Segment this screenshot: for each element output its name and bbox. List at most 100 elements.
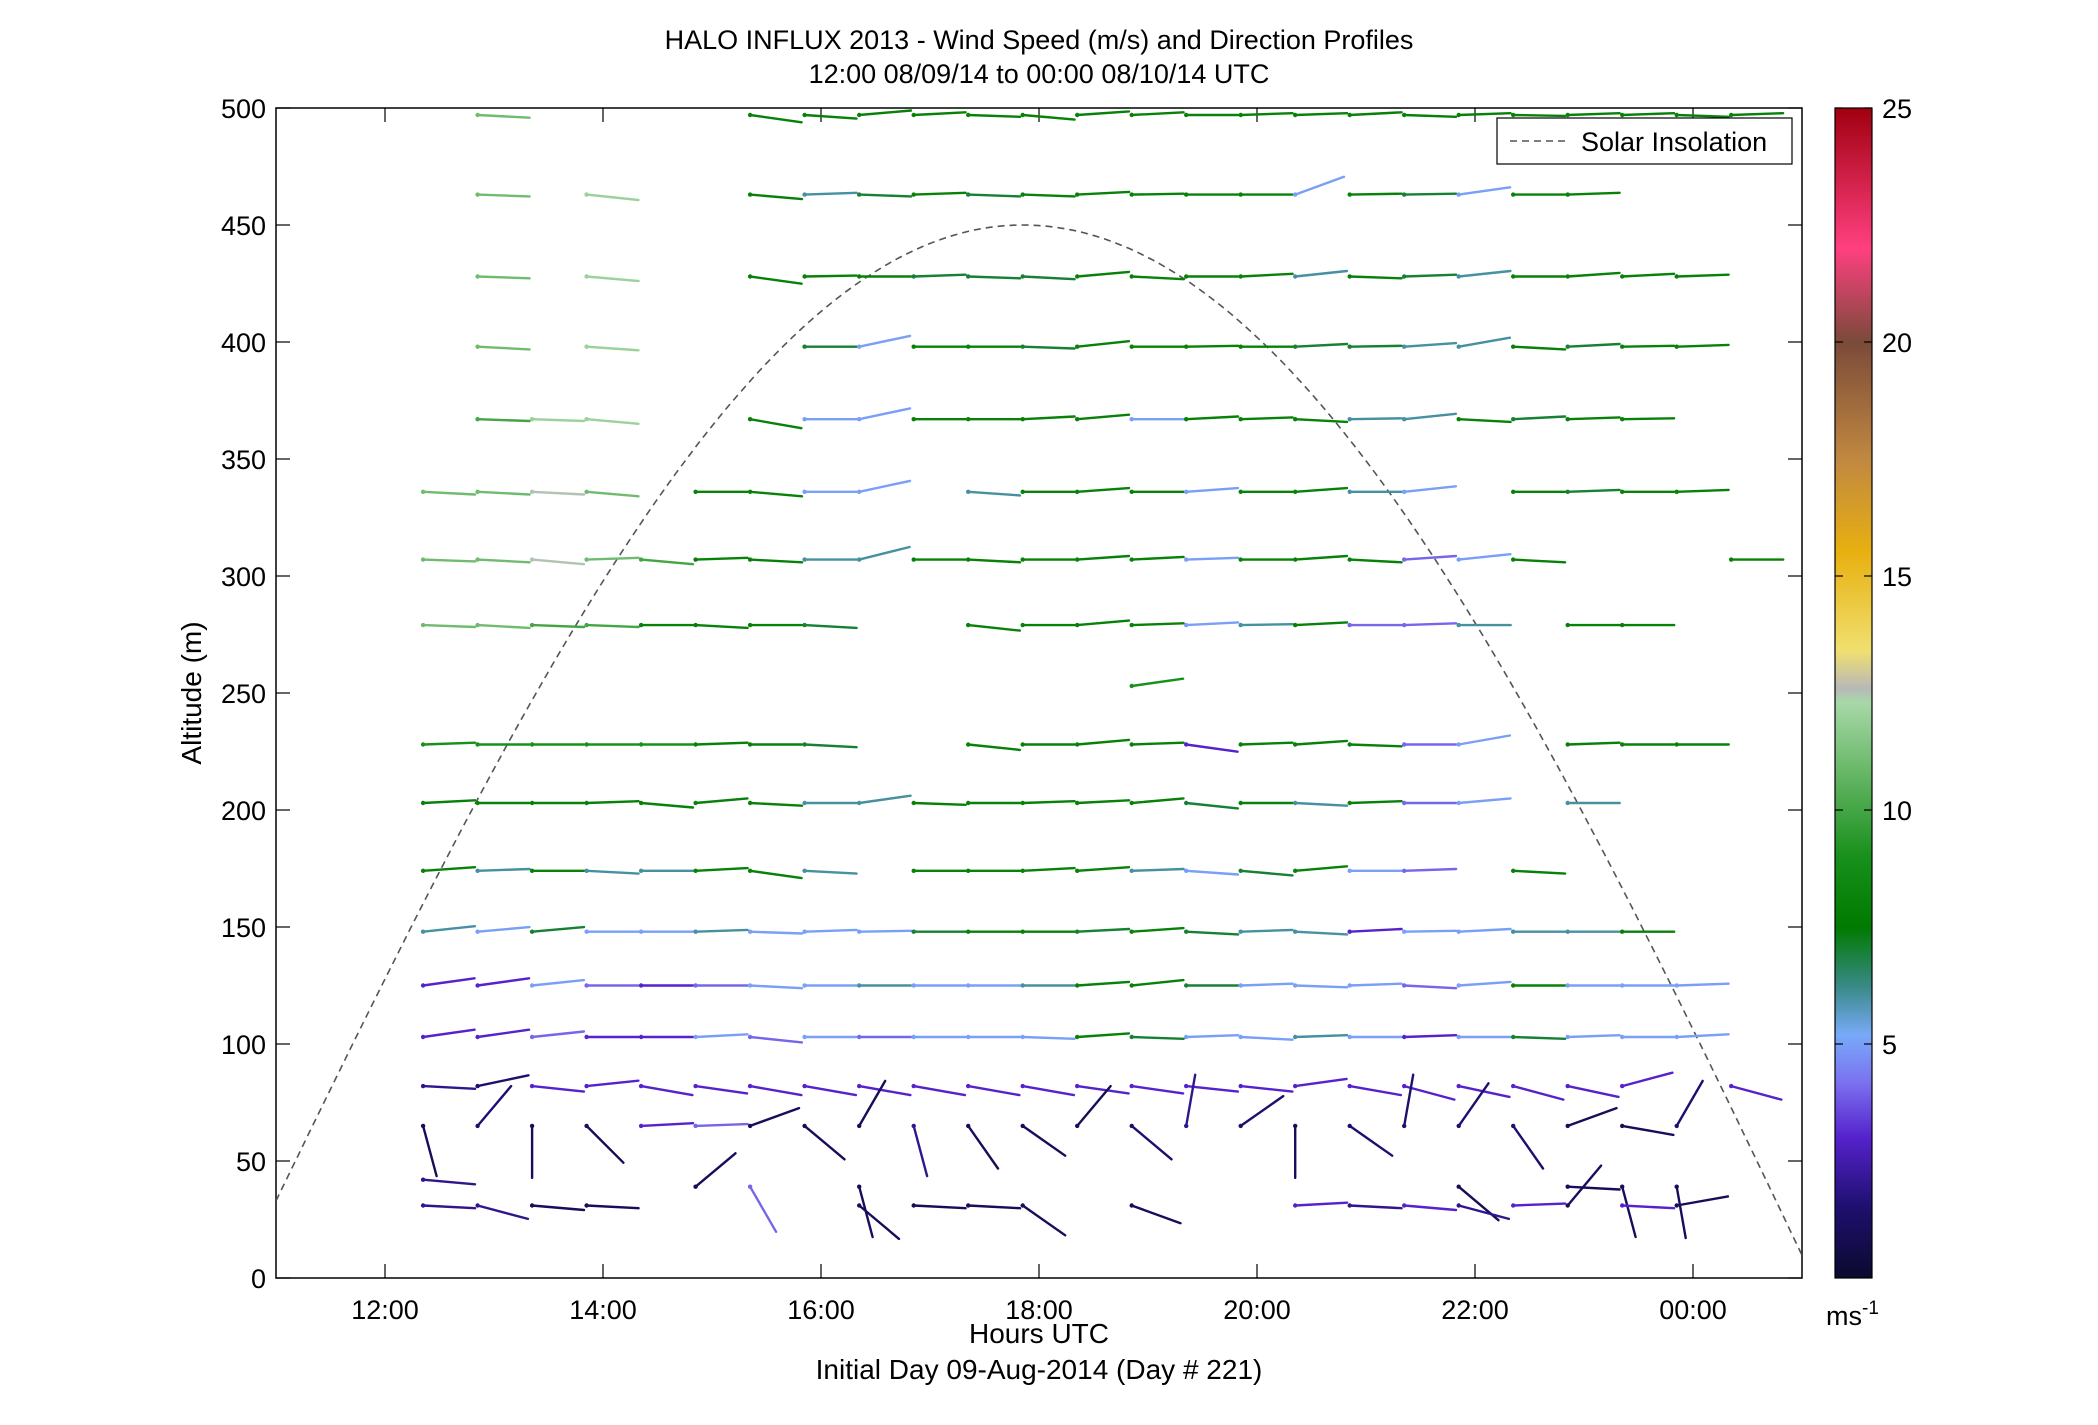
wind-vector: [476, 1074, 530, 1088]
wind-vector-origin: [747, 1083, 753, 1089]
wind-vector-origin: [1020, 112, 1025, 118]
wind-vector: [1457, 797, 1512, 805]
wind-vector-origin: [1456, 192, 1461, 197]
wind-vector-origin: [475, 274, 480, 279]
wind-vector: [476, 1028, 531, 1039]
wind-vector: [1130, 555, 1185, 561]
wind-vector-origin: [1184, 983, 1189, 988]
wind-vector-origin: [1565, 742, 1570, 747]
legend-entry-solar: Solar Insolation: [1581, 127, 1767, 157]
y-axis-label: Altitude (m): [176, 621, 207, 764]
wind-vector: [912, 1124, 929, 1178]
wind-vector-origin: [857, 983, 862, 988]
wind-vector-origin: [1238, 742, 1243, 747]
wind-vector-origin: [1347, 622, 1352, 628]
wind-vector: [421, 925, 477, 933]
wind-vector-origin: [584, 1034, 589, 1040]
wind-vector-origin: [1293, 489, 1298, 494]
wind-vector-origin: [1020, 1123, 1025, 1129]
wind-vector: [1566, 1106, 1618, 1128]
wind-vector-origin: [638, 800, 644, 806]
wind-vector-origin: [693, 622, 698, 628]
wind-vector: [912, 1204, 967, 1210]
wind-vector-origin: [747, 929, 753, 934]
wind-vector-origin: [1620, 1083, 1625, 1089]
colorbar-tick-label: 25: [1882, 94, 1912, 124]
wind-vector-origin: [1674, 489, 1679, 494]
wind-vector-origin: [584, 868, 589, 873]
wind-vector: [476, 623, 531, 630]
colorbar-tick-label: 5: [1882, 1030, 1897, 1060]
wind-vector-origin: [1238, 622, 1243, 628]
wind-vector: [858, 193, 913, 198]
wind-vector-origin: [1347, 112, 1352, 118]
wind-vector-origin: [1075, 742, 1080, 747]
wind-vector: [748, 1106, 801, 1128]
wind-vector: [1239, 1035, 1294, 1041]
wind-vector-origin: [1565, 1184, 1570, 1189]
wind-vector: [1075, 619, 1131, 627]
wind-vector: [1130, 797, 1185, 805]
wind-vector: [1566, 1084, 1620, 1099]
wind-vector-origin: [1456, 1034, 1461, 1040]
wind-vector-origin: [966, 800, 971, 806]
wind-vector: [585, 345, 640, 352]
wind-vector: [476, 1084, 513, 1128]
wind-vector-origin: [1511, 1083, 1516, 1089]
wind-vector: [1130, 192, 1185, 196]
wind-vector-origin: [1511, 557, 1516, 562]
wind-vector-origin: [1020, 344, 1025, 349]
plot-area: [275, 107, 1803, 1279]
wind-vector: [967, 743, 1022, 752]
wind-vector-origin: [1129, 274, 1134, 279]
wind-vector: [1457, 734, 1512, 746]
wind-vector-origin: [1293, 742, 1298, 747]
wind-vector-origin: [529, 489, 535, 494]
wind-vector-origin: [1565, 1034, 1570, 1040]
wind-vector: [1348, 344, 1403, 348]
wind-vector: [1293, 930, 1349, 936]
wind-vector: [912, 1084, 967, 1097]
wind-vector-origin: [1565, 192, 1570, 197]
wind-vector: [694, 797, 749, 805]
wind-vector: [803, 869, 858, 875]
wind-vector: [1021, 415, 1076, 421]
wind-vector: [1620, 344, 1676, 348]
wind-vector: [694, 1033, 749, 1039]
wind-vector-origin: [1293, 1203, 1298, 1208]
wind-vector: [1184, 556, 1240, 561]
wind-vector: [1675, 273, 1730, 278]
y-tick-label: 200: [221, 796, 266, 826]
wind-vector: [858, 407, 912, 421]
y-tick-label: 100: [221, 1030, 266, 1060]
wind-vector: [1348, 111, 1403, 117]
y-tick-label: 400: [221, 328, 266, 358]
wind-vector-origin: [1620, 344, 1625, 349]
wind-vector-origin: [1565, 929, 1570, 934]
wind-vector-origin: [966, 274, 971, 279]
wind-vector: [1130, 926, 1185, 933]
wind-vector-origin: [1293, 557, 1298, 562]
wind-vector-origin: [1402, 112, 1407, 118]
wind-vector-origin: [1620, 929, 1625, 934]
chart-subtitle: 12:00 08/09/14 to 00:00 08/10/14 UTC: [809, 59, 1270, 89]
wind-vector: [476, 867, 531, 872]
wind-vector-origin: [529, 1123, 535, 1129]
wind-vector-origin: [1184, 929, 1189, 934]
wind-vector-origin: [529, 868, 535, 873]
wind-vector: [476, 275, 531, 280]
wind-vector-origin: [1184, 1123, 1189, 1129]
wind-vector-origin: [911, 1123, 916, 1129]
wind-vector-origin: [857, 192, 862, 197]
wind-vector-origin: [857, 1123, 862, 1129]
wind-vector: [1348, 192, 1403, 196]
wind-vector-origin: [529, 1203, 535, 1208]
wind-vector-origin: [1184, 274, 1189, 279]
wind-vector: [1239, 869, 1294, 877]
wind-vector: [1130, 677, 1185, 688]
wind-vector: [639, 1084, 694, 1097]
wind-vector-origin: [1184, 112, 1189, 118]
wind-vector: [1075, 190, 1131, 196]
wind-vector: [530, 1204, 586, 1212]
wind-vector-origin: [475, 1083, 480, 1089]
